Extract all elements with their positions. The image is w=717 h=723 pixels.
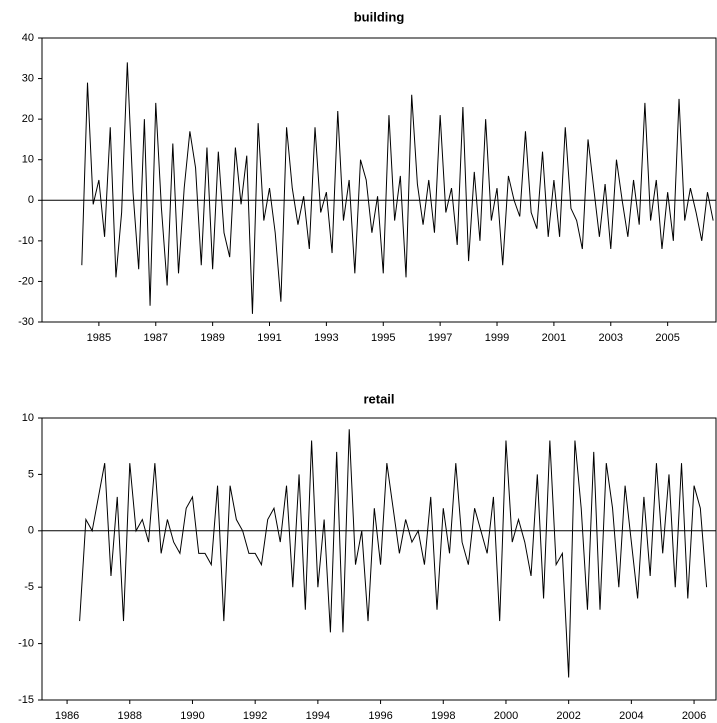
x-tick-label: 2000 [494,710,518,722]
x-tick-label: 1987 [144,332,168,344]
plot-frame [41,417,717,701]
y-tick-label: -30 [18,316,34,328]
x-tick-label: 1992 [243,710,267,722]
y-tick-label: 10 [22,412,34,424]
y-tick-label: 30 [22,72,34,84]
y-tick-label: 40 [22,32,34,44]
x-tick-label: 1998 [431,710,455,722]
x-tick-label: 1991 [257,332,281,344]
data-line [81,62,714,314]
x-tick-label: 1993 [314,332,338,344]
x-tick-label: 1990 [180,710,204,722]
x-tick-label: 1986 [55,710,79,722]
x-tick-label: 1996 [368,710,392,722]
y-tick-label: -5 [24,581,34,593]
y-tick-label: -15 [18,694,34,706]
x-tick-label: 1989 [200,332,224,344]
y-tick-label: -10 [18,638,34,650]
y-tick-label: 5 [28,468,34,480]
chart-title: building [354,9,405,24]
y-tick-label: -10 [18,235,34,247]
x-tick-label: 2003 [599,332,623,344]
y-tick-label: 0 [28,194,34,206]
x-tick-label: 2006 [682,710,706,722]
y-tick-label: 10 [22,154,34,166]
x-tick-label: 1988 [118,710,142,722]
x-tick-label: 2004 [619,710,643,722]
x-tick-label: 2002 [556,710,580,722]
chart-title: retail [363,391,394,406]
x-tick-label: 1997 [428,332,452,344]
plot-frame [41,37,717,323]
x-tick-label: 1994 [306,710,330,722]
y-tick-label: 0 [28,525,34,537]
x-tick-label: 1999 [485,332,509,344]
x-tick-label: 2005 [655,332,679,344]
y-tick-label: -20 [18,275,34,287]
x-tick-label: 2001 [542,332,566,344]
y-tick-label: 20 [22,113,34,125]
x-tick-label: 1985 [87,332,111,344]
x-tick-label: 1995 [371,332,395,344]
data-line [79,429,708,678]
